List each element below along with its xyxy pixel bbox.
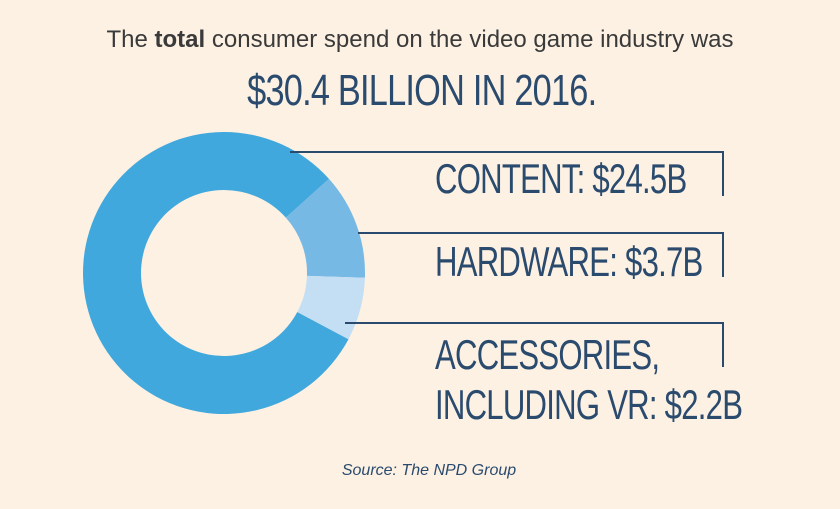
leader-lines xyxy=(290,151,724,367)
slice-hardware xyxy=(285,178,365,278)
source-note: Source: The NPD Group xyxy=(341,462,517,479)
leader-accessories xyxy=(345,322,724,367)
leader-hardware xyxy=(358,232,724,277)
label-accessories-line-2: INCLUDING VR: $2.2B xyxy=(435,381,743,428)
label-accessories-line-1: ACCESSORIES, xyxy=(435,331,660,378)
label-hardware-line-1: HARDWARE: $3.7B xyxy=(435,238,703,285)
label-content-line-1: CONTENT: $24.5B xyxy=(435,155,687,202)
slice-content xyxy=(83,132,349,415)
leader-content xyxy=(290,151,724,196)
headline-prefix: The xyxy=(106,26,155,53)
headline: The total consumer spend on the video ga… xyxy=(0,26,840,54)
label-hardware: HARDWARE: $3.7B xyxy=(435,237,703,287)
label-content: CONTENT: $24.5B xyxy=(435,154,687,204)
label-accessories: ACCESSORIES, INCLUDING VR: $2.2B xyxy=(435,330,743,430)
donut-slices xyxy=(83,132,365,415)
headline-suffix: consumer spend on the video game industr… xyxy=(205,26,734,53)
big-stat-title: $30.4 BILLION IN 2016. xyxy=(247,66,597,115)
headline-bold: total xyxy=(154,26,206,53)
